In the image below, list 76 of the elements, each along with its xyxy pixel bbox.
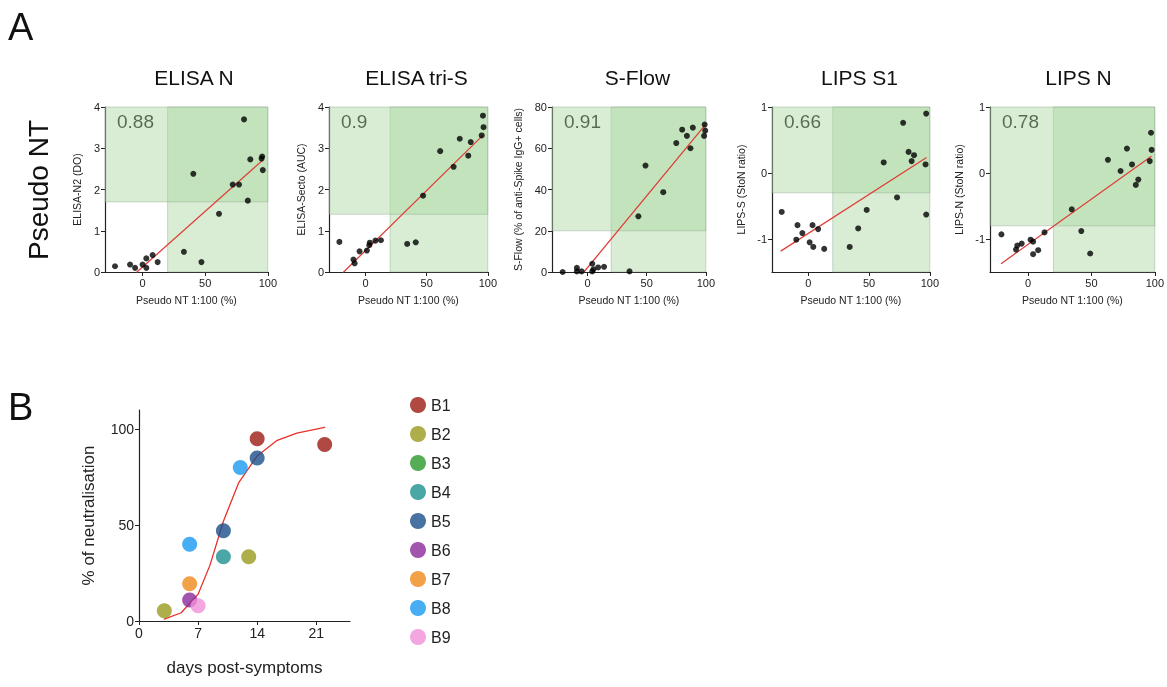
legend-label: B6 (431, 541, 451, 559)
legend-label: B3 (431, 454, 451, 472)
y-tick-label: 1 (93, 224, 100, 237)
chart-title: ELISA tri-S (365, 66, 468, 89)
legend-label: B2 (431, 425, 451, 443)
y-tick-label: 0 (317, 266, 324, 278)
x-tick-label: 7 (194, 625, 203, 641)
y-tick-label: 1 (760, 101, 767, 113)
y-tick-label: 1 (317, 224, 324, 237)
annotation: 0.88 (117, 111, 154, 132)
y-tick-label: 1 (978, 101, 985, 113)
y-axis-title: ELISA-Secto (AUC) (295, 143, 308, 236)
y-tick-label: 100 (110, 421, 135, 438)
x-axis-title: days post-symptoms (166, 658, 323, 677)
y-axis-title: LIPS-S (StoN ratio) (734, 144, 747, 235)
chart-title: LIPS N (1045, 66, 1112, 89)
chart-title: ELISA N (154, 66, 234, 89)
x-tick-label: 100 (1145, 276, 1164, 289)
y-tick-label: 2 (93, 183, 100, 196)
x-tick-label: 100 (478, 276, 497, 289)
annotation: 0.91 (564, 111, 601, 132)
x-tick-label: 50 (863, 276, 876, 289)
x-axis-title: Pseudo NT 1:100 (%) (136, 293, 237, 306)
chart-title: S-Flow (604, 66, 671, 89)
y-tick-label: 2 (317, 183, 324, 196)
x-tick-label: 21 (308, 625, 325, 641)
annotation: 0.9 (341, 111, 368, 132)
x-tick-label: 50 (199, 276, 212, 289)
legend-label: B5 (431, 512, 451, 530)
legend-label: B7 (431, 570, 451, 588)
x-axis-title: Pseudo NT 1:100 (%) (1022, 293, 1123, 306)
text: A (8, 6, 34, 48)
y-tick-label: 20 (534, 224, 547, 237)
x-tick-label: 0 (139, 276, 146, 289)
y-axis-title: % of neutralisation (79, 445, 98, 586)
legend-label: B9 (431, 628, 451, 646)
y-tick-label: 0 (760, 167, 767, 179)
y-axis-title: S-Flow (% of anti-Spike IgG+ cells) (512, 107, 525, 272)
legend-label: B4 (431, 483, 451, 501)
x-tick-label: 100 (696, 276, 715, 289)
text: B (8, 386, 34, 428)
x-tick-label: 0 (584, 276, 591, 289)
x-tick-label: 50 (640, 276, 653, 289)
x-tick-label: 14 (249, 625, 266, 641)
y-tick-label: 50 (118, 517, 135, 534)
x-axis-title: Pseudo NT 1:100 (%) (358, 293, 459, 306)
y-tick-label: 60 (534, 142, 547, 155)
y-tick-label: 4 (317, 101, 324, 113)
x-axis-title: Pseudo NT 1:100 (%) (578, 293, 680, 306)
text: Pseudo NT (22, 119, 54, 261)
y-tick-label: -1 (975, 233, 985, 245)
x-tick-label: 100 (920, 276, 939, 289)
y-tick-label: 40 (534, 183, 547, 196)
y-tick-label: 0 (93, 266, 100, 278)
x-tick-label: 100 (258, 276, 277, 289)
x-tick-label: 0 (1024, 276, 1032, 289)
y-tick-label: 80 (534, 101, 547, 113)
y-tick-label: 3 (317, 142, 324, 155)
annotation: 0.78 (1002, 111, 1039, 132)
x-tick-label: 0 (362, 276, 369, 289)
y-tick-label: -1 (757, 233, 767, 245)
y-tick-label: 0 (126, 613, 135, 629)
y-axis-title: LIPS-N (StoN ratio) (952, 144, 965, 235)
y-tick-label: 3 (93, 142, 100, 155)
x-tick-label: 50 (1085, 276, 1098, 289)
y-axis-title: ELISA-N2 (DO) (71, 153, 84, 226)
annotation: 0.66 (784, 111, 821, 132)
legend-label: B1 (431, 396, 451, 414)
y-tick-label: 0 (540, 266, 547, 278)
legend-label: B8 (431, 599, 451, 617)
x-axis-title: Pseudo NT 1:100 (%) (800, 293, 902, 306)
y-tick-label: 0 (978, 167, 985, 179)
chart-title: LIPS S1 (820, 66, 899, 89)
y-tick-label: 4 (93, 101, 100, 113)
x-tick-label: 0 (805, 276, 812, 289)
x-tick-label: 50 (420, 276, 433, 289)
